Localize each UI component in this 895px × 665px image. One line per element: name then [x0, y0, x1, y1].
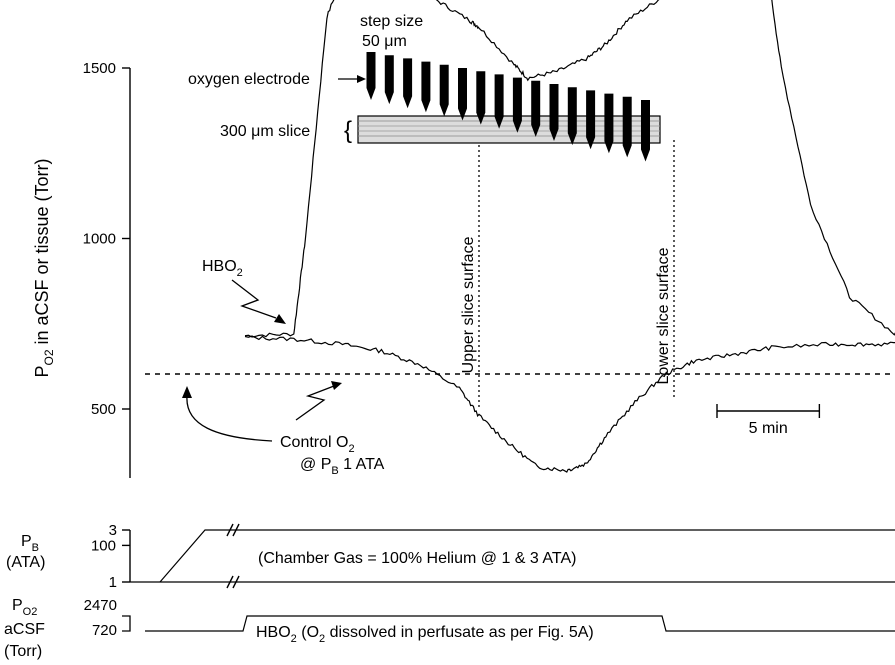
electrode-step	[458, 68, 467, 121]
electrode-step	[384, 55, 394, 105]
hbo2-trace	[244, 0, 895, 338]
po2-tick-720: 720	[92, 622, 117, 639]
electrode-step	[439, 64, 449, 117]
oxygen-electrode-label: oxygen electrode	[188, 71, 310, 88]
y-tick-label: 1000	[83, 231, 116, 248]
po2-bracket	[122, 615, 131, 632]
tissue-slice	[357, 115, 661, 144]
control-arrow	[295, 381, 342, 421]
electrode-step	[531, 80, 541, 137]
electrode-step	[494, 74, 504, 129]
y-tick-label: 500	[91, 401, 116, 418]
oxygen-electrode-arrow	[338, 75, 366, 83]
lower-surface-label: Lower slice surface	[655, 247, 672, 384]
electrode-steps	[366, 52, 650, 162]
po2-label-acsf: aCSF	[4, 621, 45, 638]
electrode-step	[549, 84, 559, 141]
po2-label: PO2	[12, 597, 37, 618]
hbo2-label: HBO2	[202, 258, 243, 279]
po2-tick-2470: 2470	[84, 597, 117, 614]
step-size-label: step size	[360, 13, 423, 30]
electrode-step	[622, 96, 632, 158]
upper-surface-label: Upper slice surface	[460, 236, 477, 373]
hbo2-arrow	[231, 279, 286, 324]
baseline-arrow	[182, 386, 273, 442]
electrode-step	[567, 87, 577, 146]
pb-tick-1: 1	[109, 574, 117, 591]
control-pb-label: @ PB 1 ATA	[300, 456, 385, 477]
electrode-step	[586, 90, 596, 150]
pb-note: (Chamber Gas = 100% Helium @ 1 & 3 ATA)	[258, 550, 576, 567]
electrode-step	[512, 77, 522, 133]
electrode-step	[403, 58, 413, 109]
pb-break-marks	[226, 523, 240, 589]
y-tick-label: 1500	[83, 60, 116, 77]
electrode-step	[604, 93, 614, 154]
main-chart: 2500200015001000500100 PO2 in aCSF or ti…	[32, 0, 895, 554]
electrode-step	[641, 100, 650, 162]
pb-tick-3: 3	[109, 522, 117, 539]
control-label: Control O2	[280, 434, 355, 455]
pb-unit: (ATA)	[6, 554, 45, 571]
y-axis-label: PO2 in aCSF or tissue (Torr)	[32, 158, 56, 377]
electrode-step	[421, 61, 431, 113]
electrode-step	[366, 52, 376, 100]
slice-label: 300 μm slice	[220, 123, 310, 140]
control-trace	[244, 335, 895, 473]
po2-unit: (Torr)	[4, 643, 42, 660]
po2-note: HBO2 (O2 dissolved in perfusate as per F…	[256, 624, 594, 645]
y-ticks: 2500200015001000500100	[83, 60, 130, 554]
pb-upper-trace	[159, 529, 895, 583]
step-size-value: 50 μm	[362, 33, 407, 50]
po2-panel: PO2 aCSF (Torr) 2470 720 HBO2 (O2 dissol…	[4, 597, 895, 660]
po2-trace	[145, 615, 895, 632]
pb-panel: PB (ATA) 3 1 (Chamber Gas = 100% Helium …	[6, 522, 895, 591]
slice-brace: {	[344, 117, 352, 144]
pb-label: PB	[21, 533, 39, 554]
scale-bar-label: 5 min	[749, 420, 788, 437]
electrode-step	[476, 71, 486, 125]
scale-bar	[716, 404, 821, 418]
y-tick-label: 100	[91, 537, 116, 554]
